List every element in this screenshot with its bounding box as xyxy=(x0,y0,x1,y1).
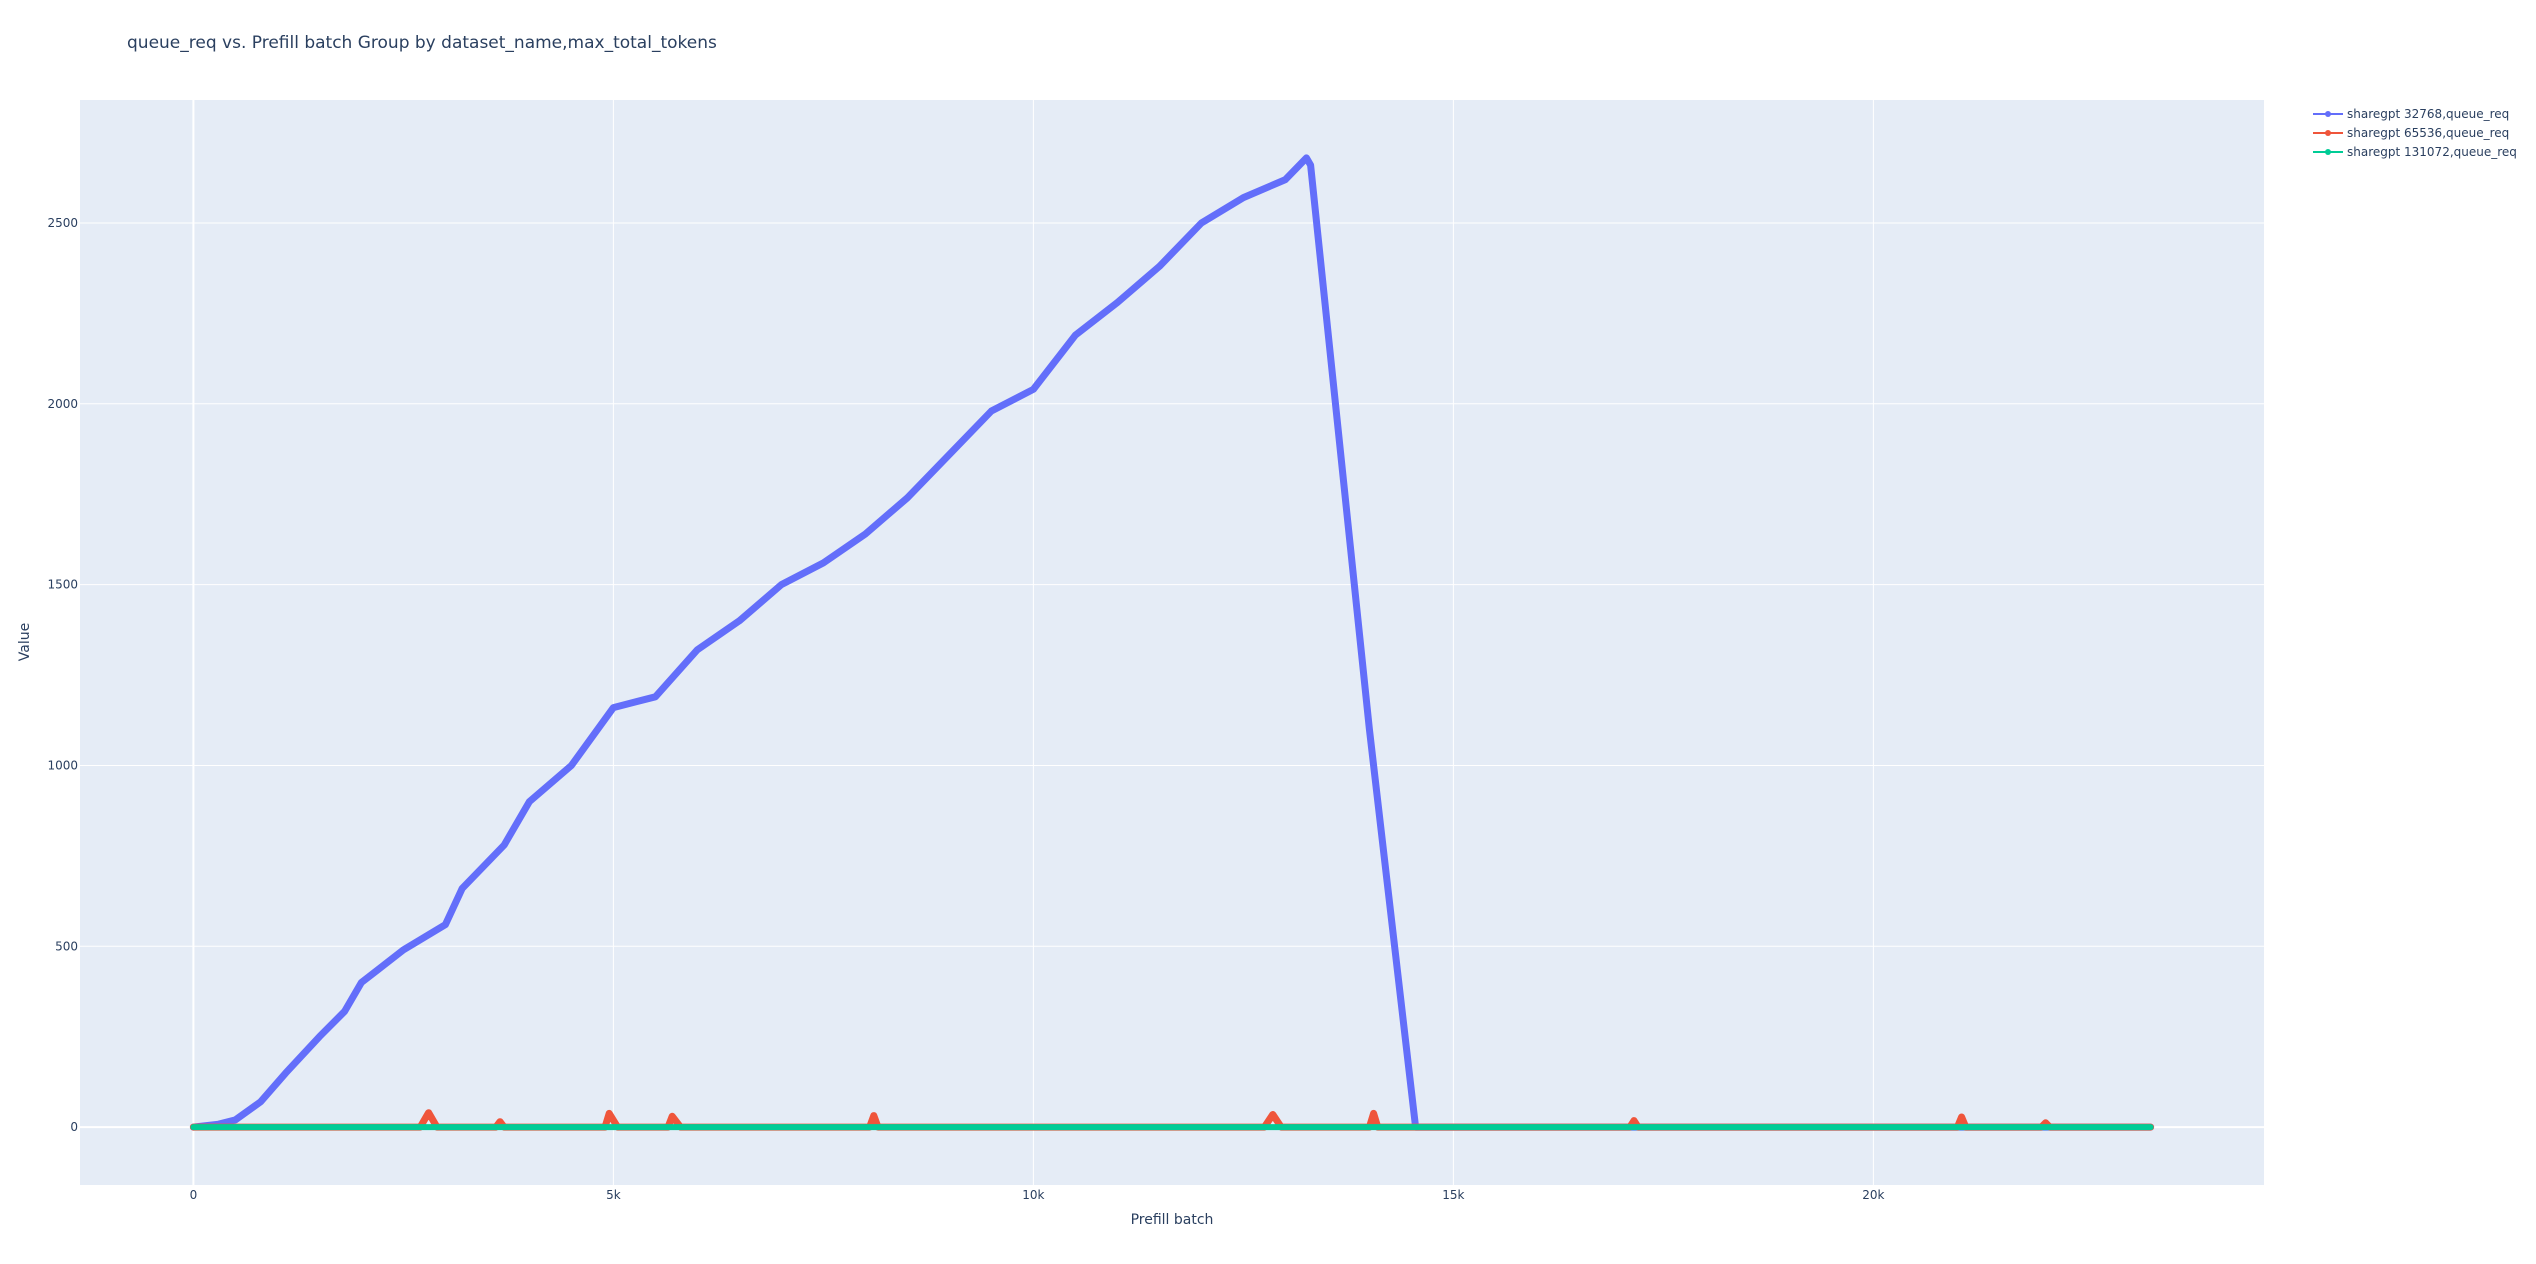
x-tick-label: 5k xyxy=(606,1188,621,1202)
x-tick-label: 0 xyxy=(190,1188,198,1202)
legend-item[interactable]: sharegpt 32768,queue_req xyxy=(2313,107,2509,121)
legend-swatch-marker xyxy=(2325,111,2331,117)
legend-swatch-marker xyxy=(2325,149,2331,155)
y-tick-label: 1000 xyxy=(47,758,78,772)
y-tick-label: 500 xyxy=(55,939,78,953)
y-tick-label: 2500 xyxy=(47,216,78,230)
legend-swatch-marker xyxy=(2325,130,2331,136)
legend-item[interactable]: sharegpt 131072,queue_req xyxy=(2313,145,2517,159)
x-tick-label: 10k xyxy=(1022,1188,1044,1202)
legend-label: sharegpt 131072,queue_req xyxy=(2347,145,2517,159)
y-axis-title: Value xyxy=(17,623,33,661)
x-tick-label: 20k xyxy=(1862,1188,1884,1202)
y-tick-label: 2000 xyxy=(47,397,78,411)
legend-label: sharegpt 65536,queue_req xyxy=(2347,126,2509,140)
plot-background xyxy=(80,100,2264,1185)
legend-item[interactable]: sharegpt 65536,queue_req xyxy=(2313,126,2509,140)
x-axis-title: Prefill batch xyxy=(1131,1212,1214,1228)
series-layer xyxy=(189,154,2155,1131)
chart-title: queue_req vs. Prefill batch Group by dat… xyxy=(127,33,717,53)
legend[interactable]: sharegpt 32768,queue_req sharegpt 65536,q… xyxy=(2313,107,2517,159)
x-tick-labels: 0 5k 10k 15k 20k xyxy=(190,1188,1885,1202)
series-line xyxy=(189,154,2155,1131)
y-tick-label: 1500 xyxy=(47,578,78,592)
x-gridlines xyxy=(192,100,1874,1185)
y-tick-labels: 0 500 1000 1500 2000 2500 xyxy=(47,216,78,1134)
legend-label: sharegpt 32768,queue_req xyxy=(2347,107,2509,121)
y-tick-label: 0 xyxy=(70,1120,78,1134)
x-tick-label: 15k xyxy=(1442,1188,1464,1202)
